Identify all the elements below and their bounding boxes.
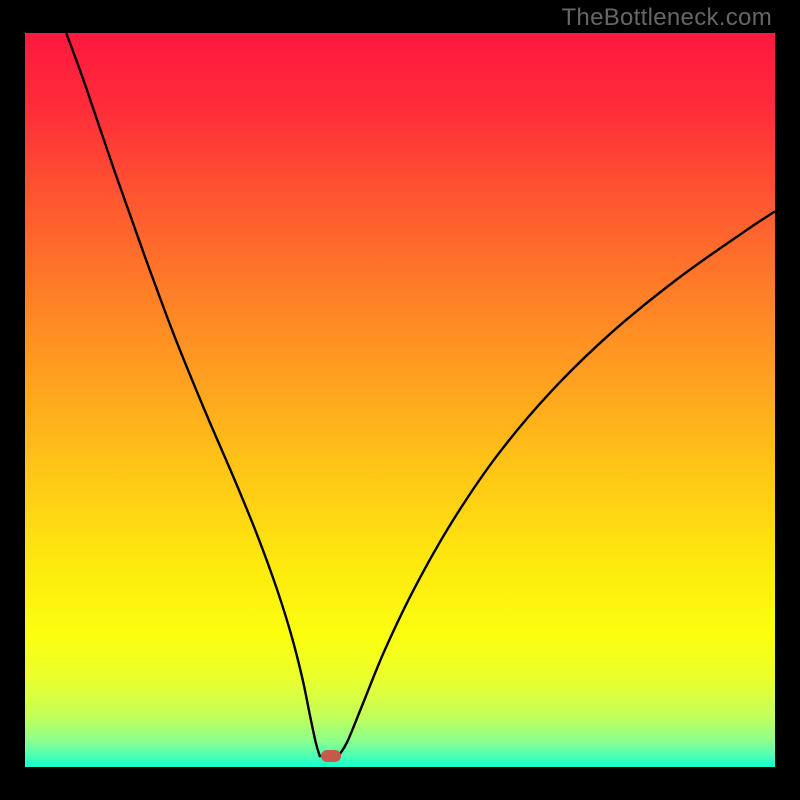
chart-frame: TheBottleneck.com	[0, 0, 800, 800]
plot-area	[25, 33, 775, 767]
watermark-text: TheBottleneck.com	[561, 4, 772, 32]
frame-border-left	[0, 0, 25, 800]
minimum-marker	[321, 750, 341, 762]
frame-border-right	[775, 0, 800, 800]
bottleneck-curve	[25, 33, 775, 767]
frame-border-bottom	[0, 767, 800, 800]
